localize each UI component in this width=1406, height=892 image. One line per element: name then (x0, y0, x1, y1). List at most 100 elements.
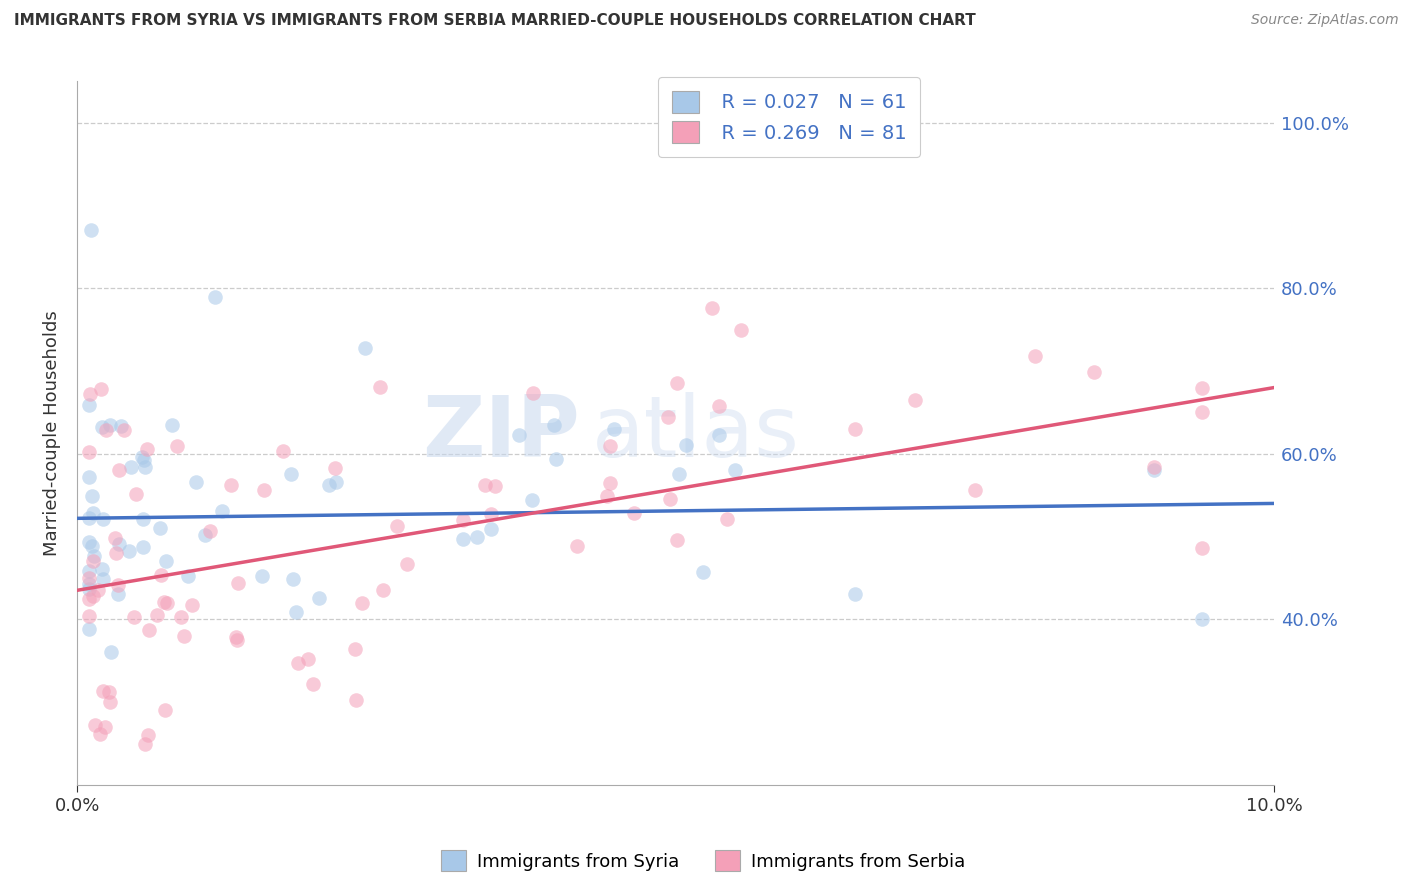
Point (79, 387, 101, 401)
Point (198, 524, 221, 539)
Point (149, 568, 172, 582)
Point (91, 684, 114, 698)
Point (252, 568, 274, 582)
Point (252, 483, 274, 497)
Point (963, 483, 986, 498)
Point (325, 475, 347, 489)
Point (373, 582, 395, 597)
Point (98, 685, 121, 699)
Point (153, 703, 176, 717)
Point (395, 557, 418, 571)
Point (221, 478, 243, 492)
Point (844, 421, 866, 435)
Point (226, 575, 249, 590)
Point (595, 489, 617, 503)
Point (283, 572, 305, 586)
Point (156, 596, 179, 610)
Point (120, 460, 142, 475)
Point (104, 545, 127, 559)
Point (93, 720, 115, 734)
Point (138, 623, 160, 637)
Point (385, 518, 408, 533)
Point (79, 223, 101, 237)
Point (453, 513, 475, 527)
Point (1143, 463, 1166, 477)
Point (77, 444, 100, 458)
Point (184, 475, 207, 489)
Point (844, 587, 866, 601)
Point (82, 554, 104, 568)
Point (89, 382, 111, 396)
Point (1191, 612, 1213, 626)
Point (204, 289, 226, 303)
Point (166, 439, 188, 453)
Point (118, 543, 141, 558)
Point (91, 572, 114, 586)
Point (225, 631, 247, 645)
Point (343, 642, 366, 657)
Point (107, 537, 129, 551)
Point (181, 598, 204, 612)
Point (149, 521, 172, 535)
Point (567, 539, 589, 553)
Point (904, 393, 927, 408)
Point (108, 463, 131, 477)
Point (155, 554, 177, 568)
Point (716, 512, 738, 526)
Point (675, 438, 697, 452)
Point (302, 676, 325, 690)
Point (1024, 349, 1046, 363)
Point (77, 582, 100, 597)
Point (107, 587, 129, 601)
Point (134, 453, 156, 467)
Point (80, 489, 103, 503)
Point (225, 633, 247, 648)
Point (77, 591, 100, 606)
Point (599, 440, 621, 454)
Point (112, 423, 135, 437)
Point (1083, 365, 1105, 379)
Point (599, 475, 621, 490)
Point (707, 428, 730, 442)
Point (153, 595, 176, 609)
Point (344, 693, 367, 707)
Point (323, 461, 346, 475)
Point (77, 622, 100, 636)
Point (98, 695, 121, 709)
Point (692, 565, 714, 579)
Point (297, 652, 319, 666)
Point (77, 398, 100, 412)
Point (160, 417, 183, 432)
Point (170, 610, 193, 624)
Legend: Immigrants from Syria, Immigrants from Serbia: Immigrants from Syria, Immigrants from S… (433, 843, 973, 879)
Legend:   R = 0.027   N = 61,   R = 0.269   N = 81: R = 0.027 N = 61, R = 0.269 N = 81 (658, 77, 920, 157)
Point (110, 418, 132, 433)
Point (91, 511, 114, 525)
Point (77, 470, 100, 484)
Point (1191, 381, 1213, 395)
Point (90, 562, 112, 576)
Point (77, 535, 100, 549)
Point (1191, 405, 1213, 419)
Point (136, 728, 159, 742)
Point (522, 386, 544, 401)
Point (1191, 541, 1213, 555)
Point (707, 400, 730, 414)
Point (479, 508, 502, 522)
Point (83, 549, 105, 564)
Point (353, 342, 375, 356)
Point (474, 478, 496, 492)
Point (96, 424, 118, 438)
Point (87, 582, 110, 597)
Point (90, 419, 112, 434)
Point (520, 493, 543, 508)
Point (724, 463, 747, 477)
Point (124, 486, 146, 500)
Point (603, 422, 626, 436)
Point (82, 506, 104, 520)
Y-axis label: Married-couple Households: Married-couple Households (44, 310, 60, 556)
Point (543, 417, 565, 432)
Point (100, 645, 122, 659)
Point (508, 428, 530, 442)
Point (273, 443, 295, 458)
